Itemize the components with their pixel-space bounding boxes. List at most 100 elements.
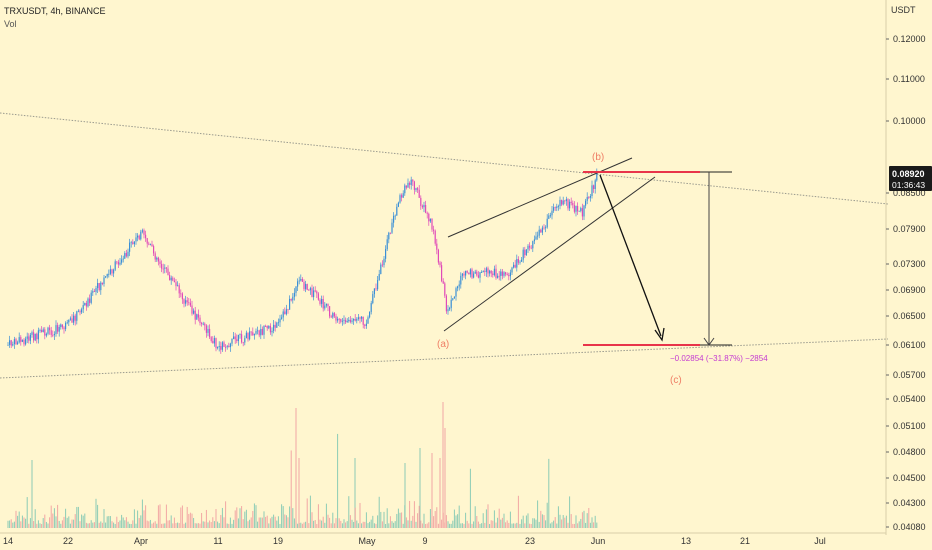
- candle-body[interactable]: [265, 325, 267, 327]
- candle-body[interactable]: [161, 263, 163, 269]
- candle-body[interactable]: [97, 283, 99, 289]
- candle-body[interactable]: [145, 234, 147, 239]
- candle-body[interactable]: [215, 338, 217, 349]
- candle-body[interactable]: [322, 298, 324, 309]
- candle-body[interactable]: [530, 247, 532, 249]
- candle-body[interactable]: [591, 185, 593, 197]
- candle-body[interactable]: [335, 316, 337, 321]
- candle-body[interactable]: [194, 310, 196, 320]
- candle-body[interactable]: [290, 298, 292, 301]
- candle-body[interactable]: [81, 309, 83, 313]
- candle-body[interactable]: [178, 285, 180, 294]
- candle-body[interactable]: [170, 277, 172, 281]
- candle-body[interactable]: [449, 307, 451, 310]
- candle-body[interactable]: [53, 334, 55, 336]
- candle-body[interactable]: [92, 291, 94, 293]
- candle-body[interactable]: [58, 326, 60, 332]
- candle-body[interactable]: [545, 227, 547, 229]
- candle-body[interactable]: [594, 180, 596, 190]
- candle-body[interactable]: [44, 329, 46, 336]
- candle-body[interactable]: [137, 235, 139, 238]
- candle-body[interactable]: [578, 210, 580, 212]
- candle-body[interactable]: [21, 339, 23, 342]
- candle-body[interactable]: [159, 261, 161, 264]
- candle-body[interactable]: [129, 242, 131, 252]
- candle-body[interactable]: [245, 332, 247, 339]
- candle-body[interactable]: [52, 334, 54, 336]
- candle-body[interactable]: [361, 316, 363, 319]
- candle-body[interactable]: [391, 222, 393, 233]
- candle-body[interactable]: [175, 282, 177, 287]
- candle-body[interactable]: [572, 203, 574, 206]
- candle-body[interactable]: [66, 322, 68, 324]
- candle-body[interactable]: [279, 318, 281, 323]
- candle-body[interactable]: [258, 330, 260, 336]
- candle-body[interactable]: [410, 179, 412, 185]
- candle-body[interactable]: [516, 259, 518, 268]
- candle-body[interactable]: [447, 309, 449, 312]
- candle-body[interactable]: [241, 334, 243, 343]
- candle-body[interactable]: [345, 319, 347, 323]
- candle-body[interactable]: [362, 316, 364, 325]
- candle-body[interactable]: [255, 331, 257, 334]
- candle-body[interactable]: [229, 343, 231, 348]
- candle-body[interactable]: [505, 272, 507, 275]
- candle-body[interactable]: [356, 319, 358, 321]
- candle-body[interactable]: [316, 291, 318, 294]
- candle-body[interactable]: [34, 333, 36, 341]
- candle-body[interactable]: [426, 212, 428, 214]
- candle-body[interactable]: [324, 305, 326, 309]
- candle-body[interactable]: [407, 182, 409, 188]
- candle-body[interactable]: [561, 199, 563, 205]
- candle-body[interactable]: [37, 330, 39, 340]
- candle-body[interactable]: [369, 311, 371, 318]
- candle-body[interactable]: [308, 289, 310, 291]
- candle-body[interactable]: [199, 317, 201, 324]
- candle-body[interactable]: [364, 324, 366, 326]
- candle-body[interactable]: [260, 328, 262, 336]
- candle-body[interactable]: [124, 253, 126, 259]
- candle-body[interactable]: [181, 293, 183, 300]
- candle-body[interactable]: [346, 321, 348, 323]
- candle-body[interactable]: [213, 338, 215, 344]
- candle-body[interactable]: [127, 251, 129, 257]
- candle-body[interactable]: [503, 272, 505, 276]
- candle-body[interactable]: [437, 249, 439, 263]
- candle-body[interactable]: [133, 241, 135, 245]
- candle-body[interactable]: [433, 229, 435, 231]
- candle-body[interactable]: [210, 337, 212, 341]
- candle-body[interactable]: [548, 215, 550, 219]
- candle-body[interactable]: [337, 318, 339, 321]
- candle-body[interactable]: [9, 340, 11, 345]
- candle-body[interactable]: [149, 244, 151, 246]
- candle-body[interactable]: [71, 318, 73, 323]
- candle-body[interactable]: [31, 332, 33, 335]
- candle-body[interactable]: [420, 197, 422, 206]
- candle-body[interactable]: [20, 337, 22, 342]
- candle-body[interactable]: [418, 189, 420, 198]
- candle-body[interactable]: [357, 317, 359, 320]
- candle-body[interactable]: [103, 277, 105, 284]
- candle-body[interactable]: [469, 269, 471, 275]
- candle-body[interactable]: [119, 262, 121, 265]
- candle-body[interactable]: [234, 336, 236, 340]
- candle-body[interactable]: [132, 242, 134, 245]
- candle-body[interactable]: [353, 318, 355, 321]
- candle-body[interactable]: [273, 324, 275, 331]
- candle-body[interactable]: [122, 258, 124, 260]
- candle-body[interactable]: [228, 346, 230, 348]
- candle-body[interactable]: [540, 229, 542, 233]
- candle-body[interactable]: [244, 338, 246, 343]
- candle-body[interactable]: [537, 235, 539, 237]
- candle-body[interactable]: [186, 300, 188, 303]
- candle-body[interactable]: [113, 269, 115, 274]
- candle-body[interactable]: [140, 231, 142, 240]
- candle-body[interactable]: [61, 324, 63, 328]
- candle-body[interactable]: [466, 270, 468, 273]
- candle-body[interactable]: [401, 195, 403, 198]
- candle-body[interactable]: [250, 331, 252, 333]
- candle-body[interactable]: [221, 342, 223, 350]
- candle-body[interactable]: [458, 284, 460, 287]
- candle-body[interactable]: [196, 314, 198, 320]
